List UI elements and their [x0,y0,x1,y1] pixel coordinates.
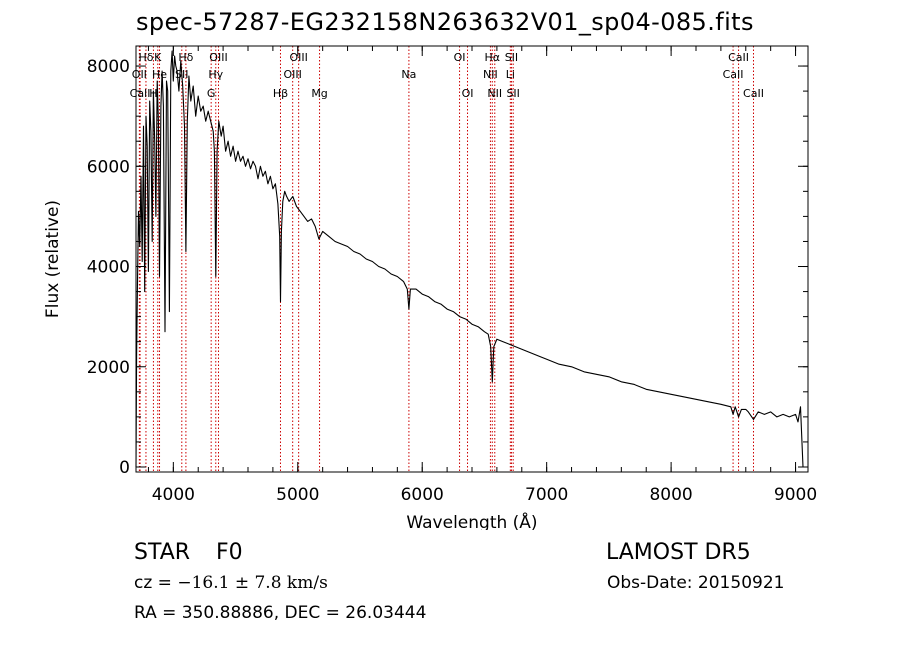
line-label-20: NII [487,87,502,100]
line-label-10: G [207,87,216,100]
x-tick-label-4: 8000 [649,485,692,505]
line-label-14: Mg [311,87,327,100]
spectrum-data-layer [135,50,804,468]
line-label-4: He [152,68,167,81]
spectrum-series-0 [135,50,804,468]
line-label-23: SII [506,87,519,100]
chart-title: spec-57287-EG232158N263632V01_sp04-085.f… [136,8,754,36]
line-label-22: Li [506,68,515,81]
x-tick-label-1: 5000 [276,485,319,505]
line-label-9: Hγ [208,68,223,81]
y-tick-label-1: 2000 [87,358,130,378]
line-label-15: Na [401,68,416,81]
line-label-24: CaII [728,51,749,64]
spectrum-chart: 4000 5000 6000 7000 8000 9000 0 2000 4000 6000 800… [43,45,817,530]
line-label-3: K [154,51,162,64]
line-label-7: SII [175,68,188,81]
y-tick-label-4: 8000 [87,57,130,77]
line-label-26: CaII [743,87,764,100]
object-subclass: F0 [216,540,243,565]
observation-date: Obs-Date: 20150921 [607,573,785,593]
axis-layer: 4000 5000 6000 7000 8000 9000 0 2000 4000 6000 800… [87,46,817,505]
line-label-12: OIII [283,68,301,81]
y-axis-label: Flux (relative) [43,200,63,318]
line-label-25: CaII [723,68,744,81]
cz-value: −16.1 ± 7.8 km/s [177,573,328,593]
ra-dec-coordinates: RA = 350.88886, DEC = 26.03444 [134,603,427,623]
line-label-5: H [149,87,157,100]
line-label-6: Hδ [178,51,193,64]
line-label-16: OI [454,51,466,64]
line-label-18: Hα [485,51,501,64]
line-label-2: CaII [130,87,151,100]
x-tick-label-2: 6000 [401,485,444,505]
line-label-21: SII [505,51,518,64]
line-marker-layer [138,46,754,472]
x-tick-label-0: 4000 [152,485,195,505]
redshift-line: cz = −16.1 ± 7.8 km/s [134,573,328,593]
line-label-1: OII [132,68,147,81]
line-label-layer: Hδ OII CaII K He H Hδ SII OIII Hγ G OIII OIII Hβ Mg Na O… [130,51,764,100]
line-label-19: NII [483,68,498,81]
plot-frame [135,45,809,473]
cz-label: cz = [134,573,178,593]
line-label-17: OI [462,87,474,100]
y-tick-label-3: 6000 [87,157,130,177]
line-label-11: OIII [289,51,307,64]
line-label-0: Hδ [138,51,153,64]
x-axis-label: Wavelength (Å) [406,511,537,530]
line-label-8: OIII [209,51,227,64]
line-label-13: Hβ [273,87,288,100]
object-class: STAR [134,540,191,565]
y-tick-label-0: 0 [119,458,130,478]
x-tick-label-5: 9000 [774,485,817,505]
x-tick-label-3: 7000 [525,485,568,505]
y-tick-label-2: 4000 [87,258,130,278]
survey-name: LAMOST DR5 [606,540,751,565]
